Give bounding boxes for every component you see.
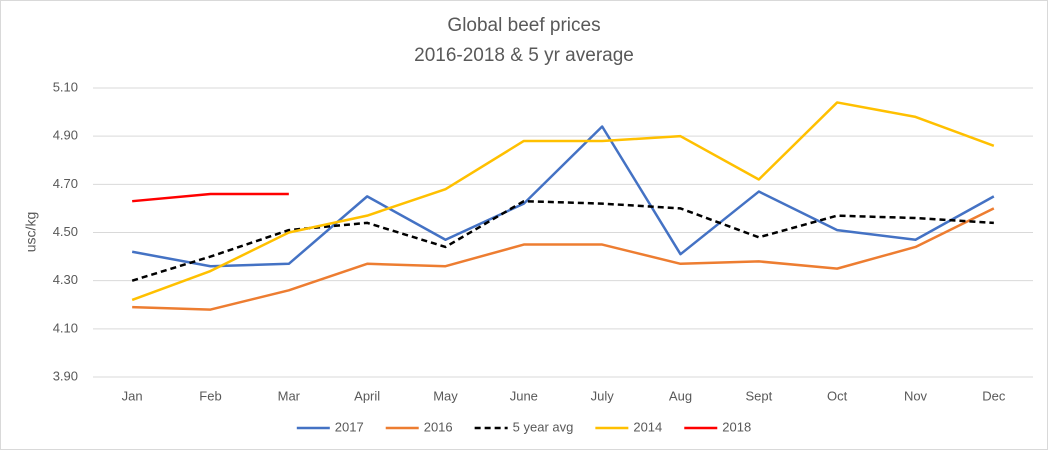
chart-subtitle: 2016-2018 & 5 yr average [414, 45, 634, 66]
x-tick-label: June [510, 388, 538, 403]
y-tick-label: 4.90 [53, 128, 78, 143]
x-tick-label: Nov [904, 388, 928, 403]
x-tick-label: Dec [982, 388, 1006, 403]
x-tick-label: April [354, 388, 380, 403]
legend-label: 2016 [424, 419, 453, 434]
y-axis-label: usc/kg [23, 212, 39, 252]
y-tick-label: 3.90 [53, 368, 78, 383]
series-line [131, 125, 995, 268]
y-tick-label: 4.10 [53, 320, 78, 335]
x-tick-label: May [433, 388, 458, 403]
legend-label: 2017 [335, 419, 364, 434]
series-line [132, 207, 995, 311]
x-tick-label: Jan [122, 388, 143, 403]
x-tick-label: Oct [827, 388, 848, 403]
series-line [131, 101, 995, 302]
y-tick-label: 4.50 [53, 224, 78, 239]
legend-label: 2014 [633, 419, 662, 434]
x-tick-label: Sept [745, 388, 772, 403]
x-tick-label: July [591, 388, 615, 403]
chart-title: Global beef prices [447, 15, 600, 36]
y-tick-label: 5.10 [53, 79, 78, 94]
y-tick-label: 4.30 [53, 272, 78, 287]
x-tick-label: Feb [199, 388, 221, 403]
series-line [131, 199, 994, 282]
x-tick-label: Mar [278, 388, 301, 403]
series-line [132, 192, 289, 203]
x-tick-label: Aug [669, 388, 692, 403]
legend-label: 2018 [722, 419, 751, 434]
legend-label: 5 year avg [513, 419, 574, 434]
y-tick-label: 4.70 [53, 176, 78, 191]
